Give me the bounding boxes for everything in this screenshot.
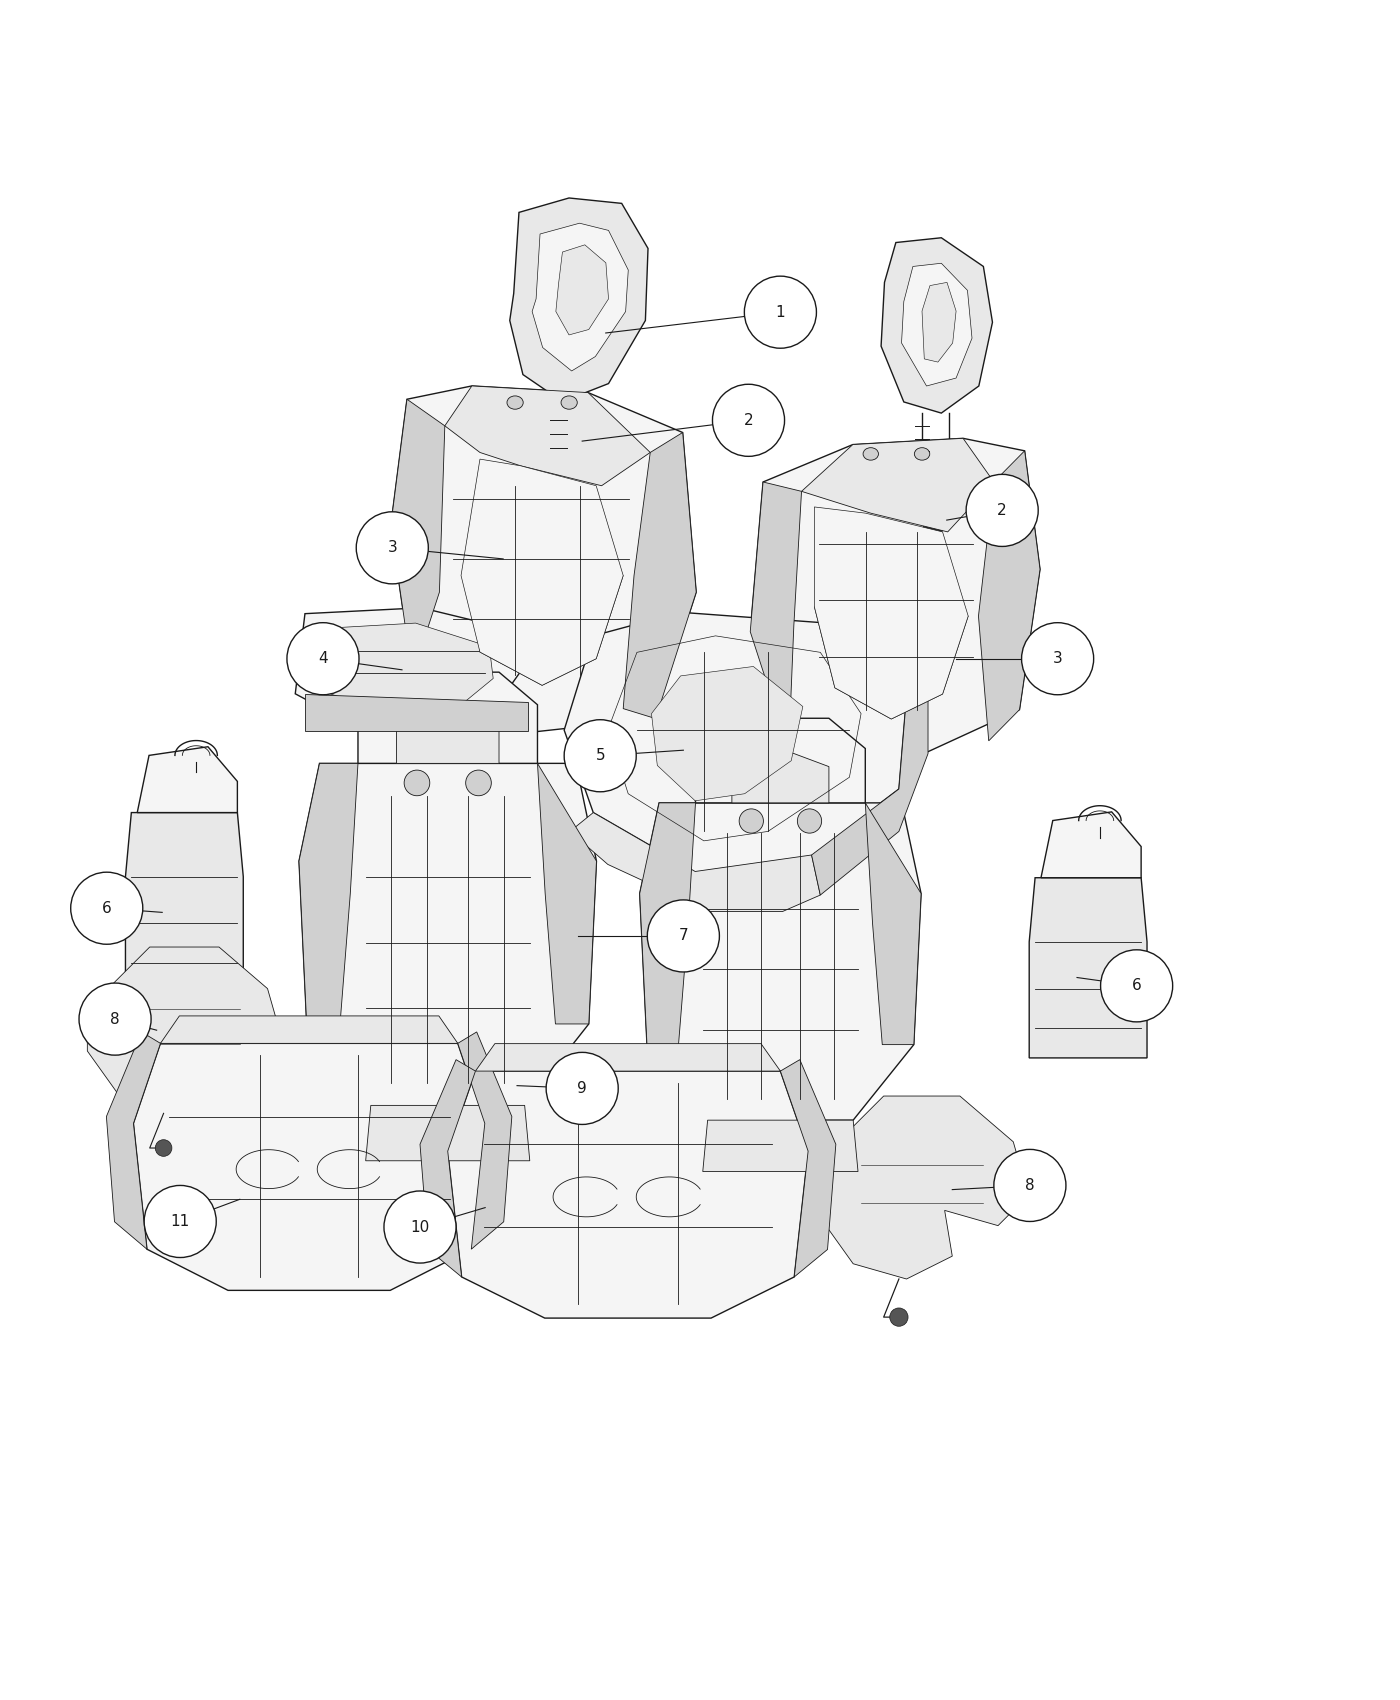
Circle shape xyxy=(559,449,578,469)
Polygon shape xyxy=(640,802,921,1120)
Circle shape xyxy=(739,809,763,833)
Polygon shape xyxy=(812,683,928,894)
Polygon shape xyxy=(305,694,528,731)
Polygon shape xyxy=(815,607,969,719)
Polygon shape xyxy=(161,1017,458,1044)
Text: 9: 9 xyxy=(577,1081,587,1096)
Circle shape xyxy=(591,456,610,474)
Ellipse shape xyxy=(561,396,577,410)
Text: 5: 5 xyxy=(595,748,605,763)
Circle shape xyxy=(1022,622,1093,695)
Polygon shape xyxy=(1042,813,1141,877)
Circle shape xyxy=(1100,950,1173,1022)
Polygon shape xyxy=(532,223,629,371)
Text: 1: 1 xyxy=(776,304,785,320)
Circle shape xyxy=(78,983,151,1056)
Polygon shape xyxy=(881,238,993,413)
Circle shape xyxy=(745,275,816,348)
Polygon shape xyxy=(420,1059,476,1277)
Polygon shape xyxy=(640,802,696,1044)
Polygon shape xyxy=(556,245,609,335)
Text: 8: 8 xyxy=(111,1012,120,1027)
Polygon shape xyxy=(815,507,969,719)
Polygon shape xyxy=(126,813,244,993)
Polygon shape xyxy=(137,746,238,813)
Polygon shape xyxy=(703,1120,858,1171)
Polygon shape xyxy=(780,1059,836,1277)
Circle shape xyxy=(144,1185,216,1258)
Circle shape xyxy=(564,719,636,792)
Polygon shape xyxy=(448,1071,808,1318)
Polygon shape xyxy=(802,439,994,532)
Text: 2: 2 xyxy=(743,413,753,428)
Circle shape xyxy=(713,384,784,456)
Text: 3: 3 xyxy=(388,541,398,556)
Polygon shape xyxy=(319,624,493,714)
Polygon shape xyxy=(295,609,528,726)
Polygon shape xyxy=(106,1032,161,1249)
Polygon shape xyxy=(750,483,802,750)
Polygon shape xyxy=(133,1044,484,1290)
Polygon shape xyxy=(476,1044,780,1071)
Circle shape xyxy=(155,1139,172,1156)
Text: 6: 6 xyxy=(1131,977,1141,993)
Polygon shape xyxy=(1029,877,1147,1057)
Polygon shape xyxy=(923,282,956,362)
Ellipse shape xyxy=(507,396,524,410)
Circle shape xyxy=(71,872,143,944)
Polygon shape xyxy=(461,459,623,685)
Circle shape xyxy=(287,622,358,695)
Text: 11: 11 xyxy=(171,1214,190,1229)
Polygon shape xyxy=(651,666,802,801)
Polygon shape xyxy=(445,386,650,486)
Ellipse shape xyxy=(862,447,878,461)
Circle shape xyxy=(798,809,822,833)
Text: 4: 4 xyxy=(318,651,328,666)
Circle shape xyxy=(405,770,430,796)
Polygon shape xyxy=(300,763,358,1023)
Circle shape xyxy=(994,1149,1065,1222)
Polygon shape xyxy=(458,1032,512,1249)
Polygon shape xyxy=(902,264,972,386)
Polygon shape xyxy=(623,432,696,719)
Polygon shape xyxy=(750,439,1040,763)
Polygon shape xyxy=(979,450,1040,741)
Polygon shape xyxy=(865,802,921,1044)
Polygon shape xyxy=(300,763,596,1105)
Polygon shape xyxy=(538,763,596,1023)
Circle shape xyxy=(647,899,720,972)
Polygon shape xyxy=(391,400,445,675)
Polygon shape xyxy=(365,1105,529,1161)
Polygon shape xyxy=(696,719,865,802)
Circle shape xyxy=(546,1052,619,1124)
Text: 8: 8 xyxy=(1025,1178,1035,1193)
Ellipse shape xyxy=(914,447,930,461)
Polygon shape xyxy=(391,386,696,733)
Polygon shape xyxy=(564,612,907,872)
Text: 6: 6 xyxy=(102,901,112,916)
Circle shape xyxy=(356,512,428,583)
Polygon shape xyxy=(472,566,623,685)
Polygon shape xyxy=(815,1096,1029,1278)
Polygon shape xyxy=(87,947,281,1114)
Text: 2: 2 xyxy=(997,503,1007,518)
Circle shape xyxy=(466,770,491,796)
Polygon shape xyxy=(570,813,820,911)
Polygon shape xyxy=(732,748,829,802)
Circle shape xyxy=(966,474,1039,546)
Circle shape xyxy=(384,1192,456,1263)
Circle shape xyxy=(923,518,942,539)
Circle shape xyxy=(890,1307,909,1326)
Text: 3: 3 xyxy=(1053,651,1063,666)
Text: 10: 10 xyxy=(410,1219,430,1234)
Polygon shape xyxy=(358,672,538,763)
Polygon shape xyxy=(510,197,648,401)
Polygon shape xyxy=(396,706,498,763)
Text: 7: 7 xyxy=(679,928,689,944)
